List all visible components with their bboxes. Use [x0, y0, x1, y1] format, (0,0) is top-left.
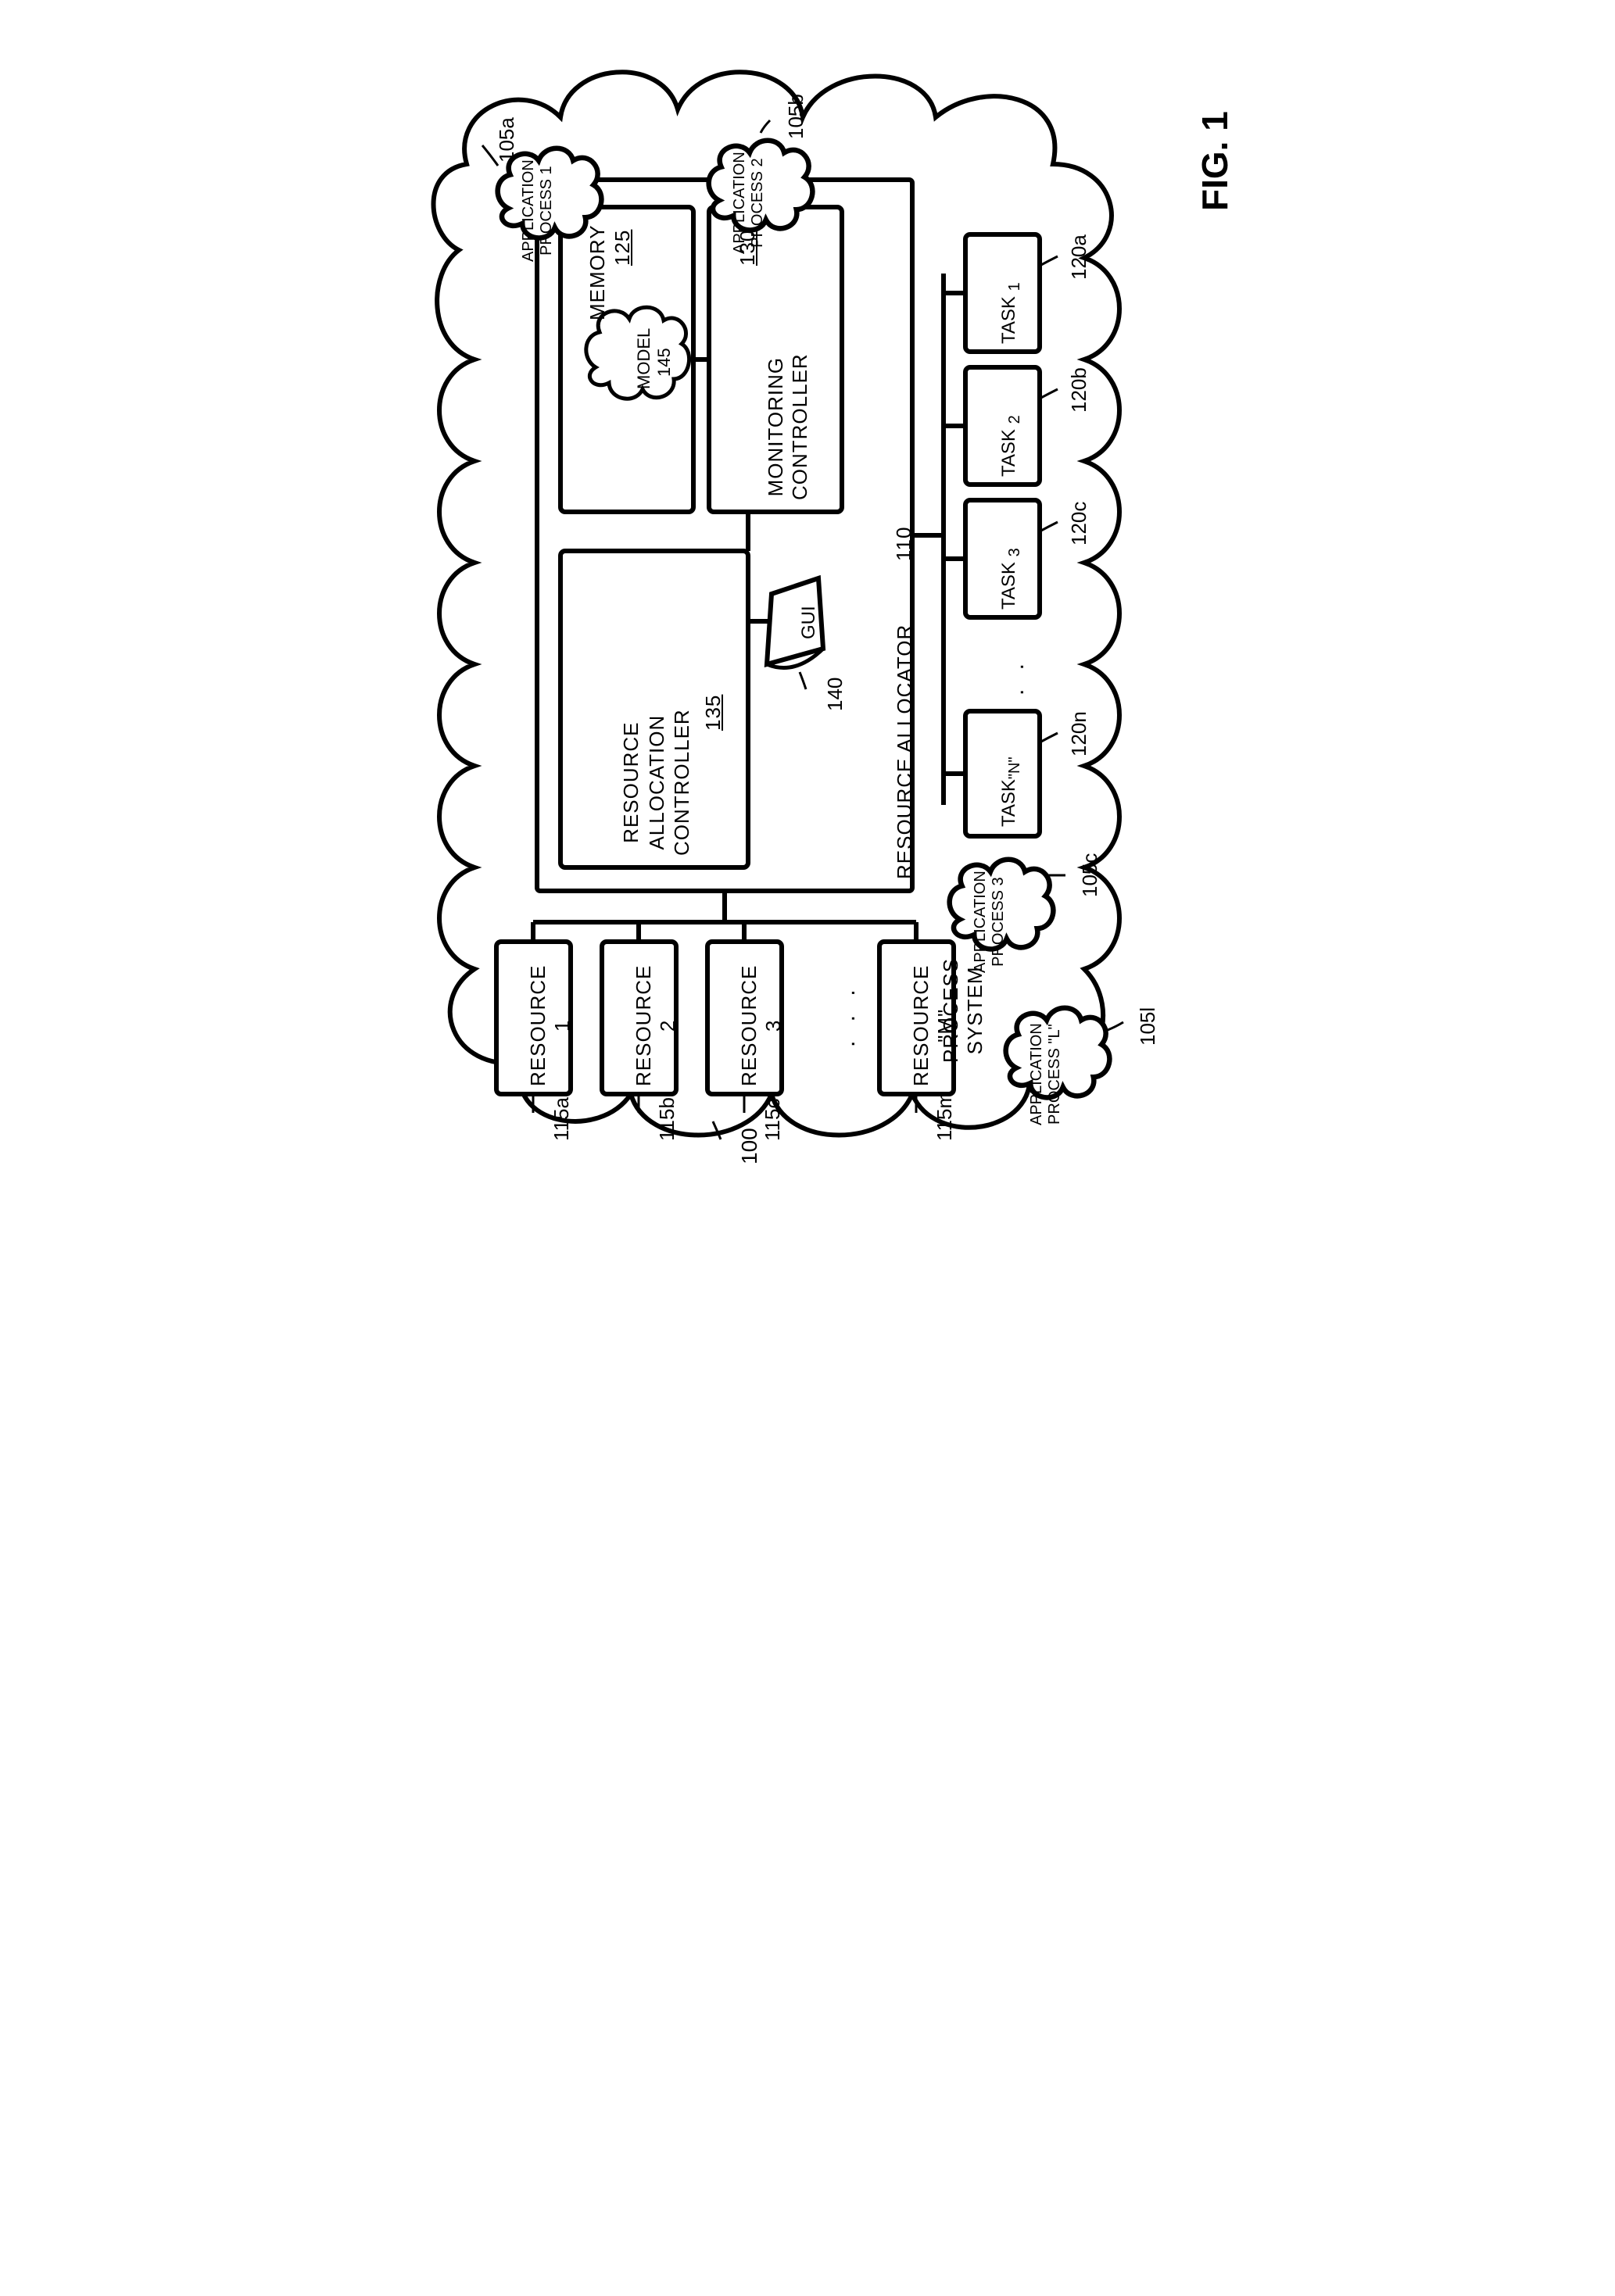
apl-label: APPLICATIONPROCESS "L" [1028, 1023, 1064, 1125]
system-label: PROCESSSYSTEM [939, 958, 987, 1063]
task2-ref: 120b [1067, 367, 1091, 413]
task3-ref: 120c [1067, 502, 1091, 545]
gui-label: GUI [798, 606, 820, 639]
task-ellipsis: . . [1003, 657, 1030, 696]
ap1-ref: 105a [495, 117, 519, 163]
task3-label: TASK 3 [998, 548, 1024, 610]
task1-label: TASK 1 [998, 282, 1024, 344]
figure-page: FIG. 1 [404, 31, 1212, 1179]
monitoring-label: MONITORINGCONTROLLER [764, 353, 812, 500]
res3-ref: 115c [761, 1099, 785, 1141]
ap3-ref: 105c [1078, 853, 1102, 897]
res1-ref: 115a [550, 1097, 574, 1141]
model-ref: 145 [654, 348, 675, 377]
resource-allocator-label: RESOURCE ALLOCATOR [893, 624, 917, 879]
resource-ellipsis: . . . [834, 983, 861, 1047]
task2-label: TASK 2 [998, 415, 1024, 477]
memory-label: MEMORY [585, 224, 610, 320]
memory-ref: 125 [611, 230, 635, 266]
res2-label: RESOURCE2 [632, 965, 680, 1086]
rac-ref: 135 [701, 695, 725, 731]
apl-ref: 105l [1136, 1007, 1160, 1046]
system-ref: 100 [737, 1128, 762, 1164]
res2-ref: 115b [655, 1097, 679, 1141]
gui-ref: 140 [823, 678, 847, 711]
resource-allocator-ref: 110 [892, 527, 916, 561]
resm-ref: 115m [933, 1092, 957, 1141]
taskn-label: TASK"N" [998, 756, 1024, 827]
ap2-ref: 105b [784, 94, 808, 139]
ap2-label: APPLICATIONPROCESS 2 [731, 152, 767, 254]
ap1-label: APPLICATIONPROCESS 1 [520, 159, 556, 262]
rac-label: RESOURCEALLOCATIONCONTROLLER [618, 709, 695, 856]
task1-ref: 120a [1067, 234, 1091, 280]
taskn-ref: 120n [1067, 711, 1091, 756]
model-label: MODEL [634, 328, 654, 389]
res3-label: RESOURCE3 [737, 965, 786, 1086]
res1-label: RESOURCE1 [526, 965, 575, 1086]
